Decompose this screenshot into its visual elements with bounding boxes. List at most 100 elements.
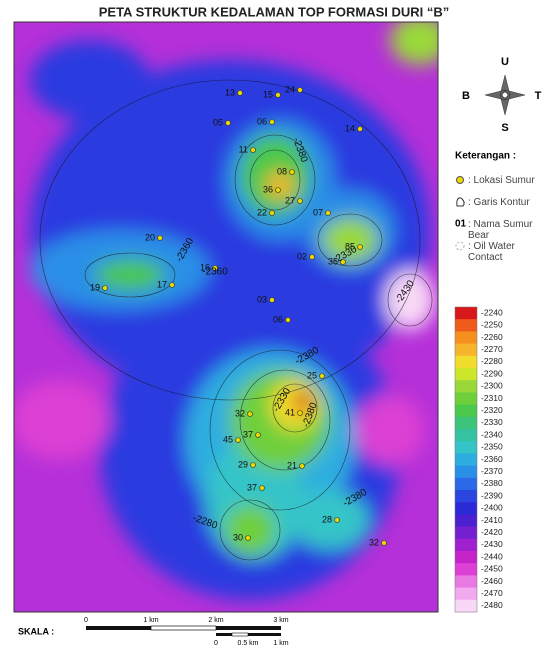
colorbar-tick-label: -2360 <box>481 454 503 464</box>
well-label: 21 <box>287 460 297 470</box>
colorbar-band <box>455 417 477 430</box>
legend-heading: Keterangan : <box>455 151 516 162</box>
colorbar-tick-label: -2350 <box>481 442 503 452</box>
well-label: 24 <box>285 84 295 94</box>
compass-label: S <box>501 122 508 134</box>
colorbar-band <box>455 539 477 552</box>
well-marker <box>276 188 281 193</box>
colorbar-band <box>455 356 477 369</box>
colorbar-tick-label: -2430 <box>481 539 503 549</box>
well-marker <box>270 120 275 125</box>
colorbar-band <box>455 441 477 454</box>
colorbar-band <box>455 490 477 503</box>
well-marker <box>246 536 251 541</box>
legend-text: : Lokasi Sumur <box>468 175 535 186</box>
well-label: 22 <box>257 207 267 217</box>
well-marker <box>170 283 175 288</box>
well-marker <box>335 518 340 523</box>
well-label: 28 <box>322 514 332 524</box>
well-label: 27 <box>285 195 295 205</box>
well-marker <box>251 148 256 153</box>
colorbar-tick-label: -2410 <box>481 515 503 525</box>
well-marker <box>226 121 231 126</box>
well-marker <box>290 170 295 175</box>
colorbar-tick-label: -2470 <box>481 588 503 598</box>
map-page: PETA STRUKTUR KEDALAMAN TOP FORMASI DURI… <box>0 0 548 649</box>
well-marker <box>270 298 275 303</box>
well-label: 05 <box>213 117 223 127</box>
colorbar-band <box>455 588 477 601</box>
compass-label: B <box>462 90 470 102</box>
colorbar-band <box>455 380 477 393</box>
well-label: 02 <box>297 251 307 261</box>
well-label: 13 <box>225 87 235 97</box>
well-label: 06 <box>257 116 267 126</box>
well-label: 14 <box>345 123 355 133</box>
scale-tick-label: 3 km <box>273 617 288 624</box>
colorbar-tick-label: -2370 <box>481 466 503 476</box>
colorbar-tick-label: -2240 <box>481 307 503 317</box>
well-label: 41 <box>285 407 295 417</box>
colorbar-band <box>455 551 477 564</box>
colorbar-band <box>455 600 477 613</box>
colorbar-tick-label: -2460 <box>481 576 503 586</box>
colorbar-band <box>455 466 477 479</box>
legend: : Lokasi Sumur: Garis Kontur01: Nama Sum… <box>455 175 535 263</box>
colorbar-band <box>455 392 477 405</box>
well-label: 03 <box>257 294 267 304</box>
well-label: 11 <box>239 144 248 154</box>
colorbar-band <box>455 368 477 381</box>
compass: U S B T <box>462 56 542 134</box>
well-label: 37 <box>243 429 253 439</box>
colorbar-tick-label: -2380 <box>481 478 503 488</box>
legend-symbol <box>457 198 464 206</box>
compass-label: U <box>501 56 509 68</box>
well-label: 25 <box>307 370 317 380</box>
well-marker <box>298 411 303 416</box>
well-label: 08 <box>277 166 287 176</box>
well-marker <box>326 211 331 216</box>
colorbar-tick-label: -2450 <box>481 564 503 574</box>
well-marker <box>158 236 163 241</box>
well-marker <box>103 286 108 291</box>
scale-tick-label: 0 <box>214 640 218 647</box>
well-marker <box>236 438 241 443</box>
legend-symbol <box>457 177 464 184</box>
colorbar-band <box>455 331 477 344</box>
well-marker <box>251 463 256 468</box>
colorbar-tick-label: -2340 <box>481 429 503 439</box>
colorbar-tick-label: -2400 <box>481 503 503 513</box>
well-label: 30 <box>233 532 243 542</box>
well-marker <box>238 91 243 96</box>
colorbar-band <box>455 319 477 332</box>
well-label: 19 <box>90 282 100 292</box>
colorbar-tick-label: -2440 <box>481 551 503 561</box>
colorbar-tick-label: -2330 <box>481 417 503 427</box>
well-label: 15 <box>263 89 273 99</box>
well-marker <box>298 88 303 93</box>
colorbar-band <box>455 514 477 527</box>
colorbar-band <box>455 453 477 466</box>
colorbar-tick-label: -2250 <box>481 320 503 330</box>
well-label: 37 <box>247 482 257 492</box>
colorbar-band <box>455 478 477 491</box>
well-marker <box>256 433 261 438</box>
legend-text: : Garis Kontur <box>468 197 530 208</box>
scale-tick-label: 1 km <box>273 640 288 647</box>
scale-tick-label: 0 <box>84 617 88 624</box>
scale-label: SKALA : <box>18 626 54 636</box>
legend-symbol <box>456 242 464 250</box>
colorbar-band <box>455 429 477 442</box>
colorbar-tick-label: -2310 <box>481 393 503 403</box>
colorbar-tick-label: -2280 <box>481 356 503 366</box>
compass-label: T <box>535 90 542 102</box>
colorbar-band <box>455 575 477 588</box>
colorbar-tick-label: -2320 <box>481 405 503 415</box>
colorbar-band <box>455 502 477 515</box>
colorbar-tick-label: -2270 <box>481 344 503 354</box>
well-marker <box>320 374 325 379</box>
legend-symbol-text: 01 <box>455 219 467 230</box>
well-label: 32 <box>235 408 245 418</box>
well-marker <box>358 127 363 132</box>
